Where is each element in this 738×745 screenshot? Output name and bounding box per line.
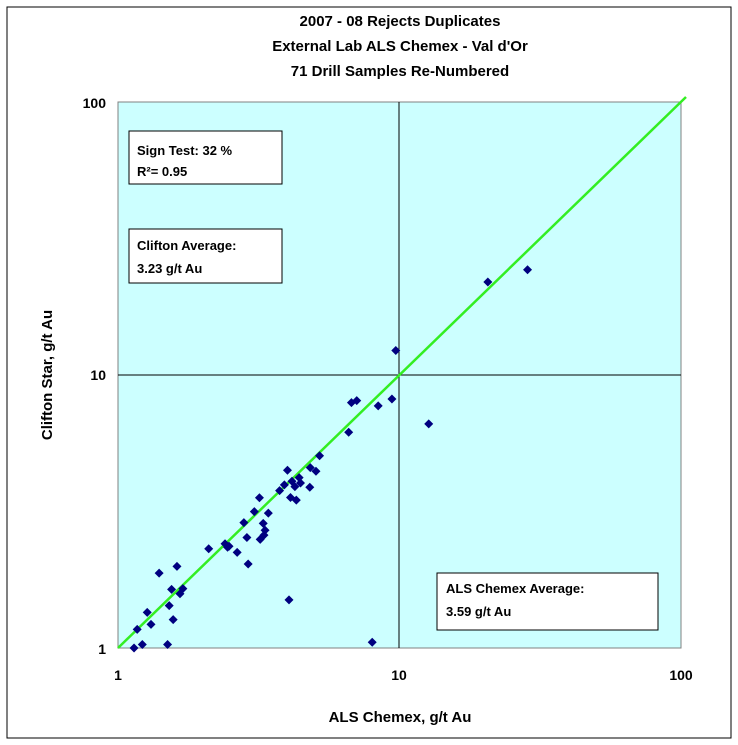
- y-axis-title: Clifton Star, g/t Au: [39, 310, 56, 440]
- data-point-6: [154, 568, 164, 578]
- data-points: [129, 265, 533, 653]
- data-point-20: [242, 532, 252, 542]
- chart-title-line-1: 2007 - 08 Rejects Duplicates: [300, 13, 501, 30]
- data-point-49: [391, 345, 401, 355]
- data-point-19: [239, 518, 249, 528]
- data-point-46: [367, 637, 377, 647]
- data-point-7: [163, 639, 173, 649]
- y-tick-label-1: 1: [98, 641, 106, 657]
- reference-line-y-equals-x: [117, 96, 687, 649]
- x-tick-label-1: 1: [114, 667, 122, 683]
- data-point-11: [172, 561, 182, 571]
- data-point-32: [284, 595, 294, 605]
- data-point-13: [178, 584, 188, 594]
- data-point-27: [260, 525, 270, 535]
- data-point-52: [523, 265, 533, 275]
- data-point-28: [263, 508, 273, 518]
- clifton-average-label: Clifton Average:: [137, 238, 236, 253]
- data-point-4: [142, 607, 152, 617]
- clifton-average-value: 3.23 g/t Au: [137, 261, 202, 276]
- data-point-47: [373, 401, 383, 411]
- data-point-3: [137, 639, 147, 649]
- data-point-17: [224, 541, 234, 551]
- r-squared-text: R²= 0.95: [137, 164, 187, 179]
- x-tick-label-100: 100: [669, 667, 693, 683]
- data-point-38: [296, 478, 306, 488]
- data-point-31: [282, 465, 292, 475]
- chart-title-line-3: 71 Drill Samples Re-Numbered: [291, 63, 509, 80]
- data-point-30: [279, 480, 289, 490]
- data-point-51: [483, 277, 493, 287]
- sign-test-box: Sign Test: 32 % R²= 0.95: [128, 130, 283, 185]
- data-point-18: [232, 547, 242, 557]
- data-point-48: [387, 394, 397, 404]
- data-point-9: [167, 584, 177, 594]
- y-tick-label-100: 100: [83, 95, 107, 111]
- data-point-45: [352, 396, 362, 406]
- data-point-22: [249, 507, 259, 517]
- data-point-50: [424, 419, 434, 429]
- data-point-23: [254, 493, 264, 503]
- als-average-box: ALS Chemex Average: 3.59 g/t Au: [436, 572, 659, 631]
- clifton-average-box: Clifton Average: 3.23 g/t Au: [128, 228, 283, 284]
- data-point-25: [258, 518, 268, 528]
- data-point-14: [204, 544, 214, 554]
- data-point-35: [290, 482, 300, 492]
- data-point-41: [311, 466, 321, 476]
- data-point-36: [291, 495, 301, 505]
- als-average-label: ALS Chemex Average:: [446, 581, 584, 596]
- x-tick-label-10: 10: [391, 667, 407, 683]
- data-point-40: [305, 463, 315, 473]
- sign-test-text: Sign Test: 32 %: [137, 143, 233, 158]
- data-point-8: [164, 601, 174, 611]
- data-point-29: [275, 486, 285, 496]
- data-point-21: [243, 559, 253, 569]
- y-tick-label-10: 10: [90, 367, 106, 383]
- data-point-2: [132, 624, 142, 634]
- data-point-1: [129, 643, 139, 653]
- x-axis-title: ALS Chemex, g/t Au: [329, 709, 472, 726]
- data-point-42: [315, 451, 325, 461]
- data-point-43: [344, 427, 354, 437]
- chart-title-line-2: External Lab ALS Chemex - Val d'Or: [272, 38, 528, 55]
- data-point-10: [168, 615, 178, 625]
- als-average-value: 3.59 g/t Au: [446, 604, 511, 619]
- data-point-39: [305, 482, 315, 492]
- data-point-5: [146, 619, 156, 629]
